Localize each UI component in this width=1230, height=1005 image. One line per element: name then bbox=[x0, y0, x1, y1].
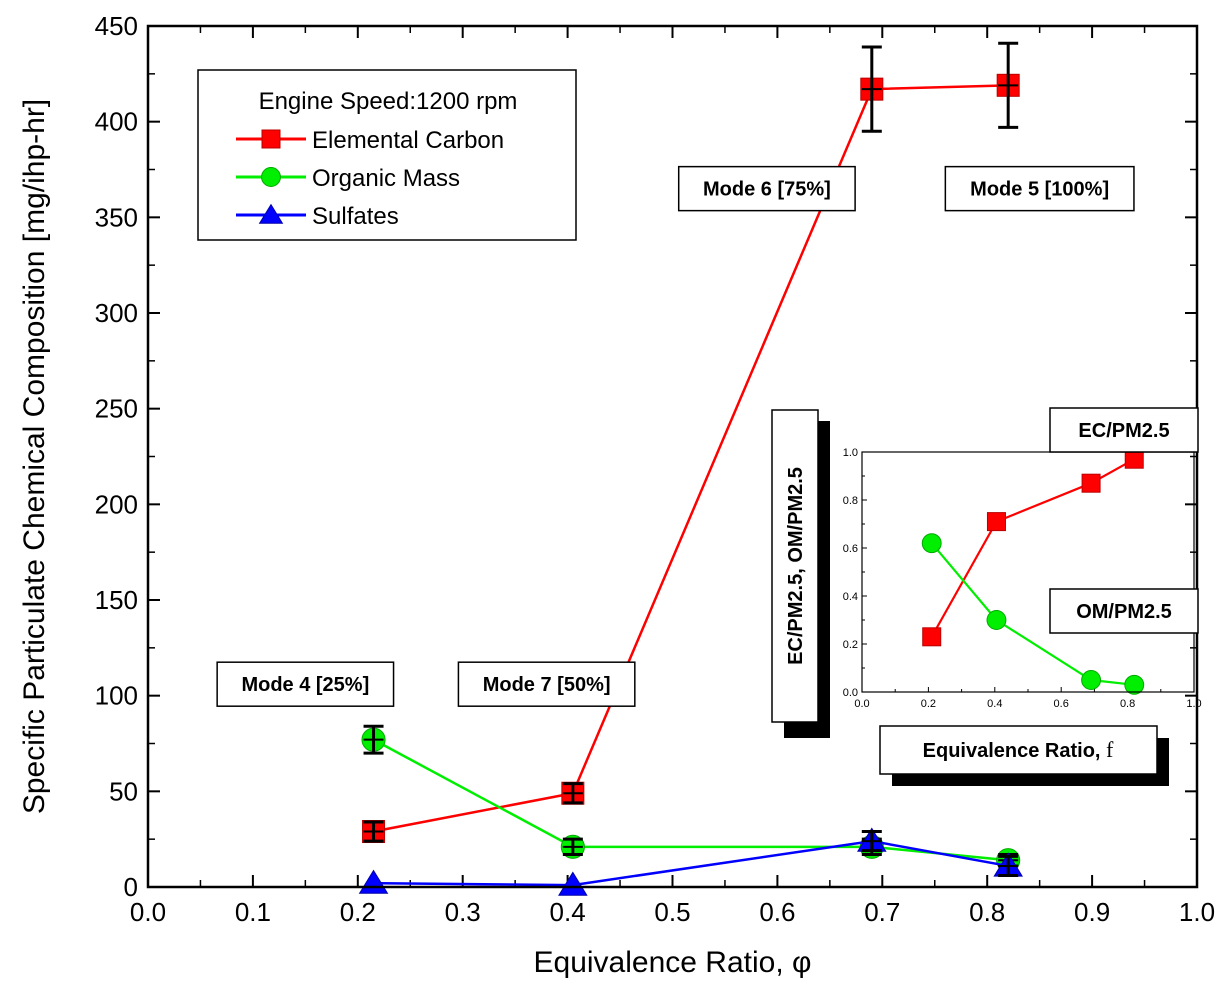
inset-x-tick-label: 0.0 bbox=[854, 698, 869, 710]
x-axis-title: Equivalence Ratio, φ bbox=[534, 946, 812, 979]
x-tick-label: 0.9 bbox=[1074, 897, 1110, 927]
x-tick-label: 0.0 bbox=[130, 897, 166, 927]
inset-y-axis-title: EC/PM2.5, OM/PM2.5 bbox=[785, 467, 807, 665]
legend-marker bbox=[258, 203, 284, 224]
y-tick-label: 450 bbox=[95, 11, 138, 41]
inset-x-tick-label: 0.8 bbox=[1120, 698, 1135, 710]
inset-data-point-0 bbox=[1124, 449, 1144, 469]
x-tick-label: 0.6 bbox=[759, 897, 795, 927]
inset-ec-label-box bbox=[1049, 407, 1199, 453]
legend-box bbox=[197, 69, 577, 241]
x-tick-label: 0.4 bbox=[550, 897, 586, 927]
x-axis-title-text: Equivalence Ratio, bbox=[534, 946, 793, 979]
x-tick-label: 1.0 bbox=[1179, 897, 1215, 927]
mode-label-box bbox=[216, 661, 395, 707]
legend: Engine Speed:1200 rpm Elemental Carbon Or… bbox=[197, 69, 577, 241]
y-tick-label: 400 bbox=[95, 107, 138, 137]
legend-title: Engine Speed:1200 rpm bbox=[259, 88, 518, 115]
y-tick-label: 200 bbox=[95, 489, 138, 519]
inset-y-tick-label: 0.4 bbox=[843, 591, 858, 603]
inset-y-tick-label: 0.0 bbox=[843, 687, 858, 699]
data-point-2 bbox=[558, 871, 588, 896]
legend-entry-label: Sulfates bbox=[312, 203, 399, 230]
main-chart: 0 50 100 150 200 250 300 350 400 450 0.0 0.1 0.2 0.3… bbox=[18, 11, 1215, 979]
x-tick-label: 0.7 bbox=[864, 897, 900, 927]
inset-x-tick-label: 1.0 bbox=[1186, 698, 1201, 710]
inset-data-point-1 bbox=[1124, 674, 1145, 695]
inset-ec-label: EC/PM2.5 bbox=[1078, 420, 1169, 442]
x-tick-label: 0.1 bbox=[235, 897, 271, 927]
inset-y-tick-label: 1.0 bbox=[843, 447, 858, 459]
y-axis-title: Specific Particulate Chemical Compositio… bbox=[18, 99, 51, 814]
mode-label-box bbox=[677, 165, 856, 212]
inset-chart: 0.0 0.2 0.4 0.6 0.8 1.0 0.0 0.2 0.4 0.6 0.8 1.0 EC… bbox=[771, 407, 1202, 786]
inset-x-tick-label: 0.6 bbox=[1054, 698, 1069, 710]
inset-y-ticks: 0.0 0.2 0.4 0.6 0.8 1.0 bbox=[843, 447, 867, 699]
y-tick-label: 250 bbox=[95, 394, 138, 424]
inset-series bbox=[921, 449, 1145, 695]
inset-x-axis-title: Equivalence Ratio, f bbox=[923, 737, 1114, 762]
legend-entry-label: Organic Mass bbox=[312, 165, 460, 192]
y-tick-label: 100 bbox=[95, 681, 138, 711]
inset-y-tick-label: 0.8 bbox=[843, 495, 858, 507]
inset-ylabel-box bbox=[771, 409, 819, 723]
x-axis-title-symbol: φ bbox=[792, 946, 811, 979]
series-line-0 bbox=[373, 84, 1009, 833]
inset-om-label-box bbox=[1049, 588, 1199, 634]
inset-xlabel-box bbox=[879, 725, 1158, 775]
mode-label: Mode 5 [100%] bbox=[970, 179, 1109, 201]
inset-x-ticks: 0.0 0.2 0.4 0.6 0.8 1.0 bbox=[854, 687, 1202, 710]
x-tick-label: 0.3 bbox=[445, 897, 481, 927]
legend-marker bbox=[261, 129, 281, 149]
data-point-2 bbox=[358, 869, 389, 894]
mode-label: Mode 7 [50%] bbox=[483, 674, 611, 696]
y-tick-label: 350 bbox=[95, 202, 138, 232]
mode-label-box bbox=[944, 165, 1135, 212]
inset-series-line-1 bbox=[930, 542, 1135, 686]
inset-data-point-1 bbox=[1081, 670, 1102, 690]
inset-data-point-0 bbox=[922, 627, 942, 647]
mode-label-box bbox=[457, 661, 636, 707]
x-tick-label: 0.5 bbox=[654, 897, 690, 927]
inset-x-tick-label: 0.4 bbox=[987, 698, 1002, 710]
legend-marker bbox=[261, 167, 281, 187]
inset-plot-frame bbox=[861, 451, 1195, 693]
inset-data-point-0 bbox=[1081, 473, 1101, 493]
inset-om-label: OM/PM2.5 bbox=[1076, 601, 1172, 623]
y-tick-label: 150 bbox=[95, 585, 138, 615]
inset-data-point-1 bbox=[921, 533, 942, 554]
main-annotations: Mode 4 [25%] Mode 7 [50%] Mode 6 [75%] Mode… bbox=[216, 165, 1135, 707]
inset-x-axis-title-text: Equivalence Ratio, bbox=[923, 740, 1106, 762]
main-y-ticks: 0 50 100 150 200 250 300 350 400 450 bbox=[95, 11, 1197, 902]
mode-label: Mode 4 [25%] bbox=[241, 674, 369, 696]
y-tick-label: 0 bbox=[124, 872, 138, 902]
legend-entries: Elemental Carbon Organic Mass Sulfates bbox=[236, 127, 504, 230]
main-plot-frame bbox=[146, 24, 1199, 889]
inset-data-point-1 bbox=[986, 610, 1007, 630]
main-series bbox=[358, 41, 1023, 896]
legend-entry-label: Elemental Carbon bbox=[312, 127, 504, 154]
inset-x-axis-title-symbol: f bbox=[1106, 737, 1114, 762]
inset-y-tick-label: 0.6 bbox=[843, 543, 858, 555]
inset-data-point-0 bbox=[986, 512, 1006, 532]
x-tick-label: 0.8 bbox=[969, 897, 1005, 927]
x-tick-label: 0.2 bbox=[340, 897, 376, 927]
inset-x-tick-label: 0.2 bbox=[921, 698, 936, 710]
series-line-2 bbox=[373, 839, 1009, 887]
y-tick-label: 300 bbox=[95, 298, 138, 328]
mode-label: Mode 6 [75%] bbox=[703, 179, 831, 201]
inset-series-line-0 bbox=[930, 458, 1135, 638]
y-tick-label: 50 bbox=[109, 776, 138, 806]
inset-y-tick-label: 0.2 bbox=[843, 639, 858, 651]
